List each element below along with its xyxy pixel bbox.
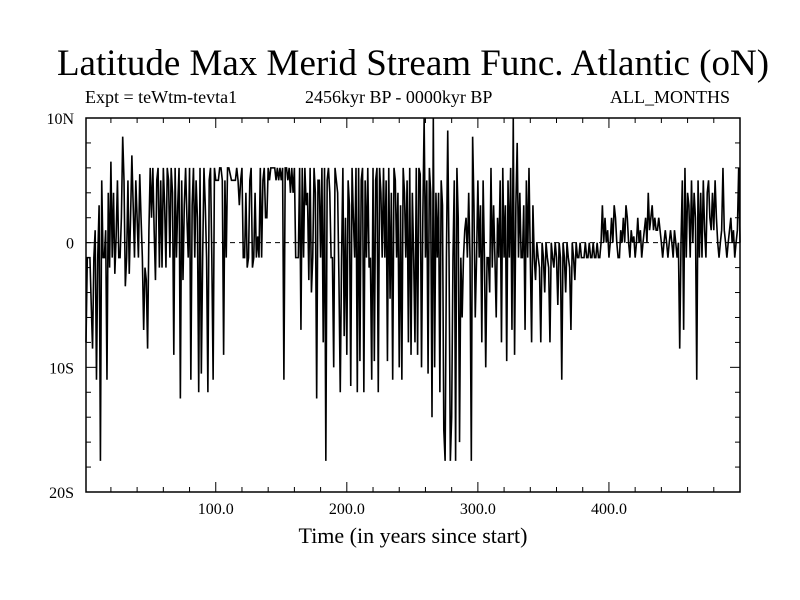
series-line xyxy=(85,117,741,461)
y-tick-label: 10N xyxy=(46,111,74,128)
season-label: ALL_MONTHS xyxy=(610,87,730,107)
x-tick-label: 300.0 xyxy=(460,501,496,518)
plot-frame xyxy=(85,117,741,493)
period-label: 2456kyr BP - 0000kyr BP xyxy=(305,87,493,107)
y-tick-label: 10S xyxy=(49,360,74,377)
x-tick-label: 200.0 xyxy=(329,501,365,518)
x-tick-label: 100.0 xyxy=(198,501,234,518)
y-tick-label: 0 xyxy=(66,236,74,253)
experiment-label: Expt = teWtm-tevta1 xyxy=(85,87,238,107)
chart-title: Latitude Max Merid Stream Func. Atlantic… xyxy=(56,43,770,84)
x-tick-label: 400.0 xyxy=(591,501,627,518)
y-tick-label: 20S xyxy=(49,485,74,502)
x-axis-label: Time (in years since start) xyxy=(298,523,528,548)
